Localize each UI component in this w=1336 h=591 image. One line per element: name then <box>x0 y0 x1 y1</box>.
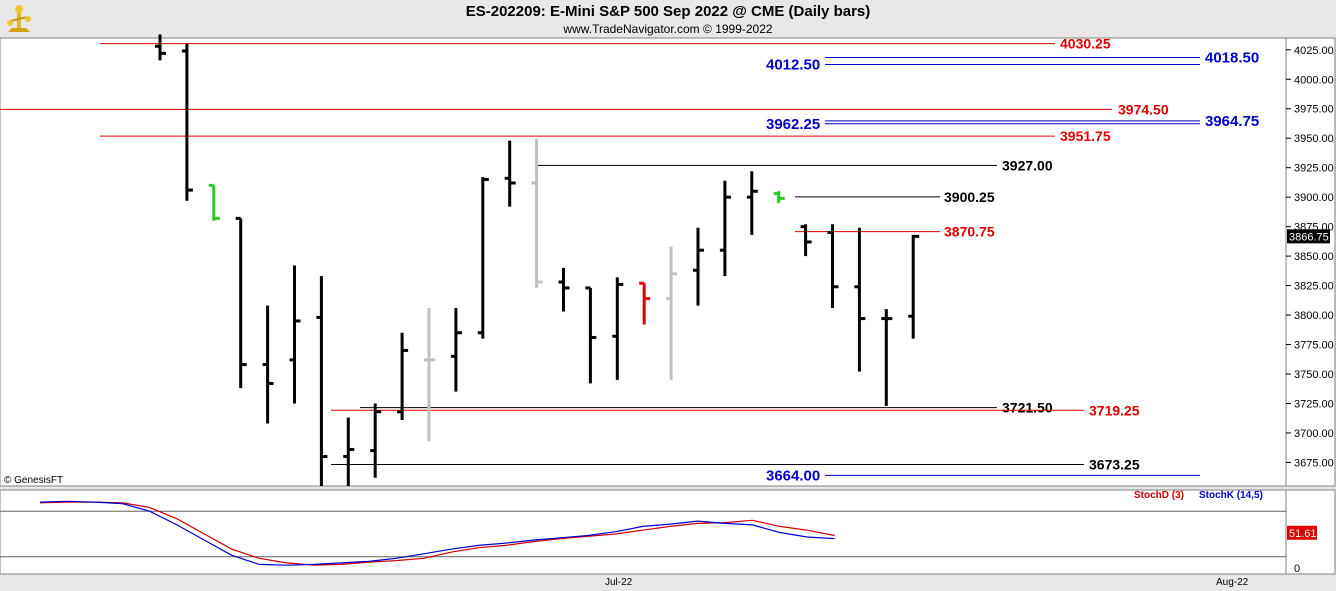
y-tick-label: 3950.00 <box>1294 133 1334 145</box>
y-tick-label: 3800.00 <box>1294 310 1334 322</box>
last-price-box <box>1287 229 1330 244</box>
title-bar: ES-202209: E-Mini S&P 500 Sep 2022 @ CME… <box>0 0 1336 38</box>
level-label-4012.50: 4012.50 <box>766 57 820 74</box>
y-tick-label: 3825.00 <box>1294 281 1334 293</box>
level-label-3964.75: 3964.75 <box>1205 113 1259 130</box>
stoch-series-1 <box>39 500 835 566</box>
watermark: © GenesisFT <box>4 475 63 486</box>
level-label-3870.75: 3870.75 <box>944 224 995 240</box>
y-tick-label: 3750.00 <box>1294 369 1334 381</box>
y-tick-label: 3850.00 <box>1294 251 1334 263</box>
level-label-3900.25: 3900.25 <box>944 189 995 205</box>
stoch-value-label: 51.61 <box>1289 528 1317 540</box>
y-tick-label: 3725.00 <box>1294 398 1334 410</box>
level-label-3721.50: 3721.50 <box>1002 400 1053 416</box>
y-tick-label: 4000.00 <box>1294 74 1334 86</box>
stoch-y-tick-label: 0 <box>1294 563 1300 575</box>
x-tick-label: Aug-22 <box>1216 577 1249 588</box>
y-tick-label: 3925.00 <box>1294 163 1334 175</box>
y-tick-label: 3700.00 <box>1294 428 1334 440</box>
y-tick-label: 3900.00 <box>1294 192 1334 204</box>
level-label-3927.00: 3927.00 <box>1002 157 1053 173</box>
legend-stoch-d: StochD (3) <box>1134 490 1184 501</box>
y-tick-label: 3675.00 <box>1294 457 1334 469</box>
price-axis-background <box>1285 37 1336 487</box>
price-panel-background <box>0 37 1287 487</box>
y-tick-label: 3775.00 <box>1294 340 1334 352</box>
stoch-series-0 <box>39 501 835 566</box>
chart-subtitle: www.TradeNavigator.com © 1999-2022 <box>563 22 773 36</box>
level-label-3719.25: 3719.25 <box>1089 402 1140 418</box>
level-label-3673.25: 3673.25 <box>1089 456 1140 472</box>
level-label-3664.00: 3664.00 <box>766 467 820 484</box>
level-label-3974.50: 3974.50 <box>1118 101 1169 117</box>
stoch-panel-background <box>0 489 1287 575</box>
level-label-4018.50: 4018.50 <box>1205 49 1259 66</box>
level-label-3962.25: 3962.25 <box>766 116 820 133</box>
x-tick-label: Jul-22 <box>605 577 633 588</box>
stoch-value-box <box>1287 525 1317 540</box>
y-tick-label: 4025.00 <box>1294 45 1334 57</box>
level-label-3951.75: 3951.75 <box>1060 128 1111 144</box>
trade-navigator-logo-icon <box>2 2 36 36</box>
y-tick-label: 3975.00 <box>1294 104 1334 116</box>
last-price-label: 3866.75 <box>1289 231 1329 243</box>
legend-stoch-k: StochK (14,5) <box>1199 490 1263 501</box>
chart-title: ES-202209: E-Mini S&P 500 Sep 2022 @ CME… <box>465 3 871 20</box>
level-label-4030.25: 4030.25 <box>1060 36 1111 52</box>
